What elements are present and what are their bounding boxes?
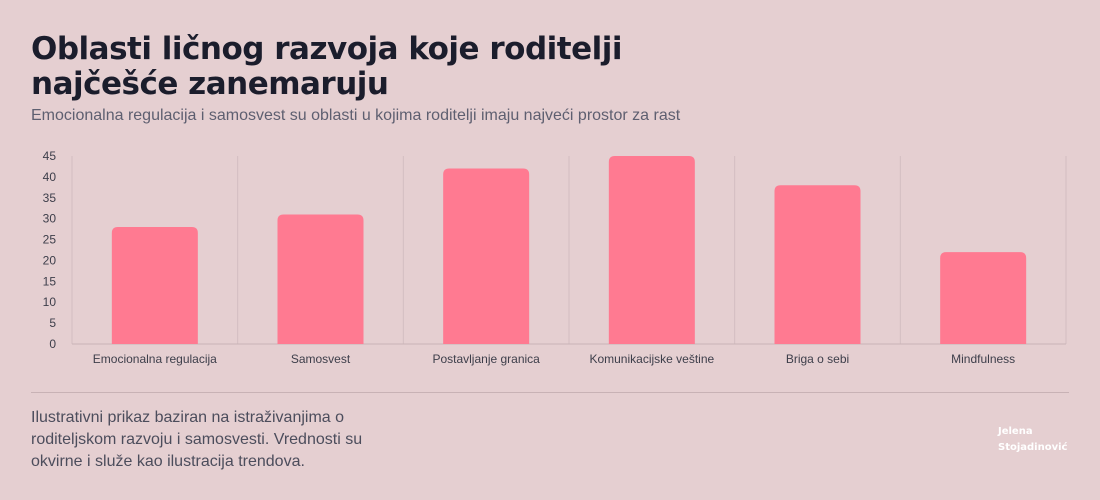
x-tick-label: Samosvest xyxy=(291,352,351,366)
y-tick-label: 45 xyxy=(43,149,57,163)
y-tick-label: 5 xyxy=(49,316,56,330)
bar xyxy=(774,185,861,344)
y-tick-label: 15 xyxy=(43,274,57,288)
y-tick-label: 10 xyxy=(43,295,57,309)
bar xyxy=(940,252,1027,344)
y-tick-label: 40 xyxy=(43,170,57,184)
y-tick-label: 0 xyxy=(49,337,56,351)
bar xyxy=(608,156,695,344)
y-tick-label: 30 xyxy=(43,212,57,226)
footer-divider xyxy=(31,392,1069,393)
y-tick-label: 25 xyxy=(43,233,57,247)
y-tick-label: 20 xyxy=(43,253,57,267)
chart-title: Oblasti ličnog razvoja koje roditelji na… xyxy=(31,31,623,102)
x-tick-label: Postavljanje granica xyxy=(432,352,540,366)
bar xyxy=(277,214,364,344)
x-tick-label: Emocionalna regulacija xyxy=(93,352,217,366)
x-tick-label: Mindfulness xyxy=(951,352,1015,366)
chart-subtitle: Emocionalna regulacija i samosvest su ob… xyxy=(31,107,681,124)
y-tick-label: 35 xyxy=(43,191,57,205)
bar xyxy=(443,168,530,344)
bar-chart: 0 5 10 15 20 25 30 35 40 45 Emocionalna regulacija… xyxy=(43,149,1067,366)
x-tick-label: Briga o sebi xyxy=(786,352,849,366)
footnote-text: Ilustrativni prikaz baziran na istraživa… xyxy=(31,409,363,470)
x-tick-label: Komunikacijske veštine xyxy=(589,352,714,366)
bar xyxy=(111,227,198,344)
author-signature: Jelena Stojadinović xyxy=(998,426,1068,453)
